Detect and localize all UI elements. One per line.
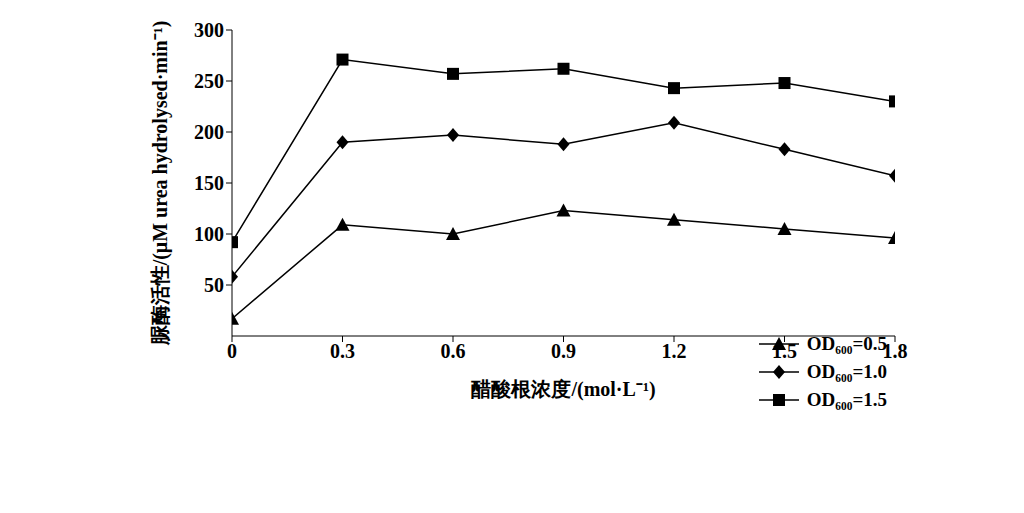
html-text:OD₆₀₀=1.0: OD₆₀₀=1.0 — [806, 361, 887, 382]
svg-text:0.9: 0.9 — [551, 340, 576, 362]
svg-text:100: 100 — [194, 223, 224, 245]
svg-text:1.5: 1.5 — [772, 340, 797, 362]
html-text:OD₆₀₀=0.5: OD₆₀₀=0.5 — [806, 333, 887, 354]
html-text:OD₆₀₀=1.5: OD₆₀₀=1.5 — [806, 389, 887, 410]
svg-text:1.8: 1.8 — [883, 340, 908, 362]
svg-text:300: 300 — [194, 19, 224, 41]
svg-text:醋酸根浓度/(mol·L⁻¹): 醋酸根浓度/(mol·L⁻¹) — [471, 378, 655, 401]
svg-text:50: 50 — [204, 274, 224, 296]
svg-text:0: 0 — [227, 340, 237, 362]
svg-text:0.6: 0.6 — [441, 340, 466, 362]
svg-text:150: 150 — [194, 172, 224, 194]
svg-text:1.2: 1.2 — [662, 340, 687, 362]
svg-text:脲酶活性/(μM urea hydrolysed·min⁻¹: 脲酶活性/(μM urea hydrolysed·min⁻¹) — [149, 21, 172, 347]
svg-text:0.3: 0.3 — [330, 340, 355, 362]
svg-text:200: 200 — [194, 121, 224, 143]
svg-text:250: 250 — [194, 70, 224, 92]
